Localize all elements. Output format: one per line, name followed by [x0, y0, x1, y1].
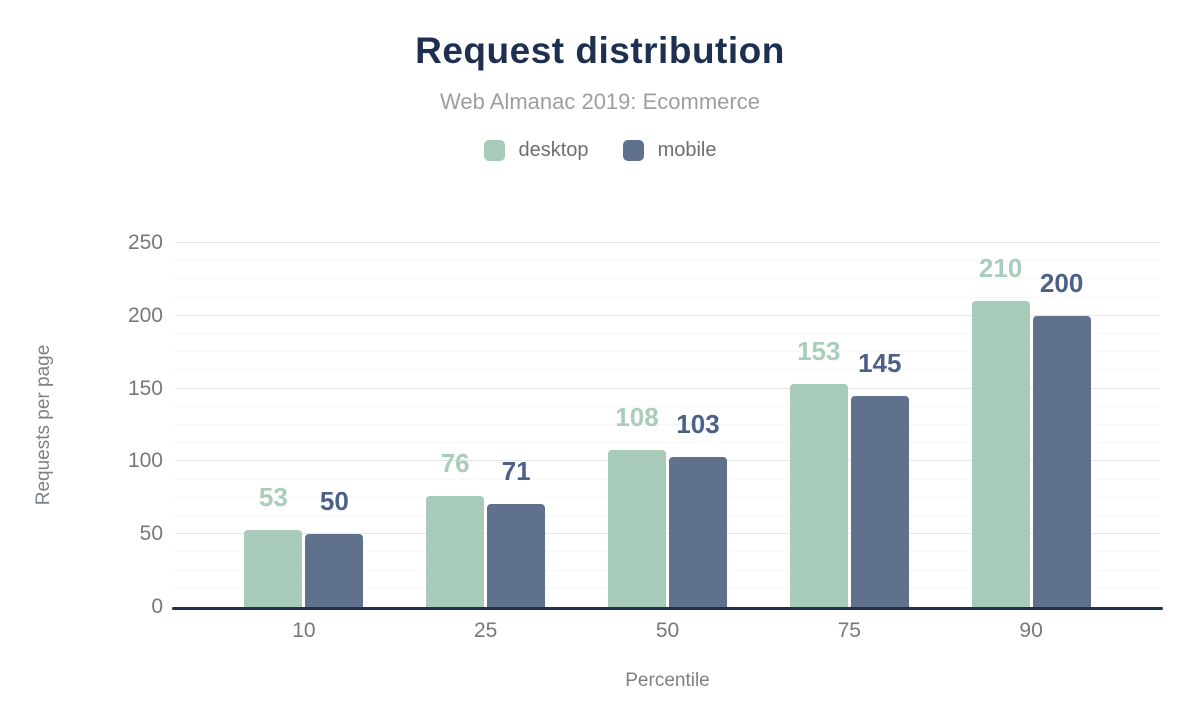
gridline-minor-12.5: [175, 587, 1160, 589]
bar-slot-desktop-p25: 76: [426, 450, 485, 607]
gridline-minor-75: [175, 496, 1160, 498]
y-tick-label-200: 200: [127, 303, 163, 327]
value-label-desktop-p75: 153: [797, 336, 841, 367]
x-tick-label-10: 10: [292, 619, 316, 642]
gridline-major-250: [175, 242, 1160, 243]
chart-title: Request distribution: [415, 30, 785, 71]
legend-swatch-desktop: [483, 140, 505, 161]
gridline-minor-112.5: [175, 442, 1160, 444]
bar-slot-mobile-p10: 50: [305, 488, 364, 607]
gridline-minor-187.5: [175, 333, 1160, 334]
gridline-minor-225: [175, 278, 1160, 280]
value-label-mobile-p90: 200: [1039, 267, 1084, 298]
gridline-minor-62.5: [175, 515, 1160, 516]
gridline-minor-162.5: [175, 369, 1160, 371]
bar-mobile-p75[interactable]: [850, 395, 909, 607]
value-label-desktop-p90: 210: [978, 253, 1023, 284]
bar-mobile-p90[interactable]: [1032, 315, 1091, 607]
value-label-mobile-p50: 103: [676, 409, 720, 440]
bar-group-p75: 153 145: [789, 338, 909, 607]
legend-label-mobile: mobile: [657, 139, 717, 161]
legend-item-desktop: desktop: [483, 139, 589, 162]
x-tick-label-25: 25: [474, 619, 498, 642]
value-label-desktop-p10: 53: [258, 481, 288, 512]
gridline-minor-37.5: [175, 551, 1160, 553]
bar-slot-mobile-p75: 145: [850, 350, 909, 607]
bar-group-p10: 53 50: [244, 484, 364, 607]
bar-slot-desktop-p50: 108: [608, 404, 666, 607]
gridline-major-50: [175, 533, 1160, 535]
gridline-minor-237.5: [175, 260, 1160, 262]
bar-slot-mobile-p90: 200: [1032, 270, 1091, 607]
gridline-minor-25: [175, 569, 1160, 571]
bar-mobile-p25[interactable]: [487, 503, 546, 607]
y-tick-label-0: 0: [151, 595, 163, 618]
legend-swatch-mobile: [622, 140, 644, 161]
gridline-major-150: [175, 387, 1160, 389]
legend-item-mobile: mobile: [622, 139, 717, 162]
bar-desktop-p75[interactable]: [789, 384, 848, 607]
gridline-minor-175: [175, 351, 1160, 353]
plot-area: 53 50 76 71 108 103 153 145 210 200: [172, 242, 1163, 610]
x-tick-label-75: 75: [837, 619, 861, 642]
bar-group-p50: 108 103: [608, 404, 727, 607]
gridline-major-100: [175, 460, 1160, 462]
bar-slot-mobile-p25: 71: [487, 458, 546, 607]
legend-label-desktop: desktop: [518, 139, 589, 161]
gridline-major-200: [175, 314, 1160, 316]
gridline-minor-212.5: [175, 296, 1160, 298]
bar-mobile-p10[interactable]: [305, 534, 364, 607]
bar-group-p90: 210 200: [971, 255, 1091, 607]
bar-desktop-p90[interactable]: [971, 301, 1030, 607]
bar-mobile-p50[interactable]: [669, 457, 727, 607]
y-axis-title: Requests per page: [33, 344, 54, 506]
value-label-mobile-p25: 71: [501, 455, 531, 486]
bar-desktop-p25[interactable]: [426, 496, 485, 607]
y-tick-label-250: 250: [127, 231, 163, 254]
y-tick-label-50: 50: [139, 522, 163, 546]
x-tick-label-90: 90: [1019, 619, 1043, 642]
y-tick-label-100: 100: [127, 449, 163, 473]
x-axis-line: [172, 607, 1163, 610]
bar-slot-desktop-p10: 53: [244, 484, 303, 607]
x-tick-label-50: 50: [655, 619, 680, 642]
x-axis-title: Percentile: [625, 670, 710, 691]
value-label-desktop-p50: 108: [615, 401, 659, 432]
bar-slot-desktop-p75: 153: [789, 338, 848, 607]
value-label-mobile-p75: 145: [858, 347, 902, 378]
y-tick-label-150: 150: [127, 376, 163, 400]
value-label-desktop-p25: 76: [440, 448, 470, 479]
bar-group-p25: 76 71: [426, 450, 546, 607]
bar-slot-mobile-p50: 103: [669, 411, 727, 607]
chart-subtitle: Web Almanac 2019: Ecommerce: [440, 89, 760, 114]
bar-slot-desktop-p90: 210: [971, 255, 1030, 607]
bar-desktop-p50[interactable]: [608, 449, 666, 607]
legend: desktop mobile: [0, 139, 1200, 162]
value-label-mobile-p10: 50: [319, 486, 349, 517]
gridline-minor-125: [175, 424, 1160, 425]
bar-desktop-p10[interactable]: [244, 529, 303, 607]
gridline-minor-87.5: [175, 478, 1160, 480]
gridline-minor-137.5: [175, 405, 1160, 407]
